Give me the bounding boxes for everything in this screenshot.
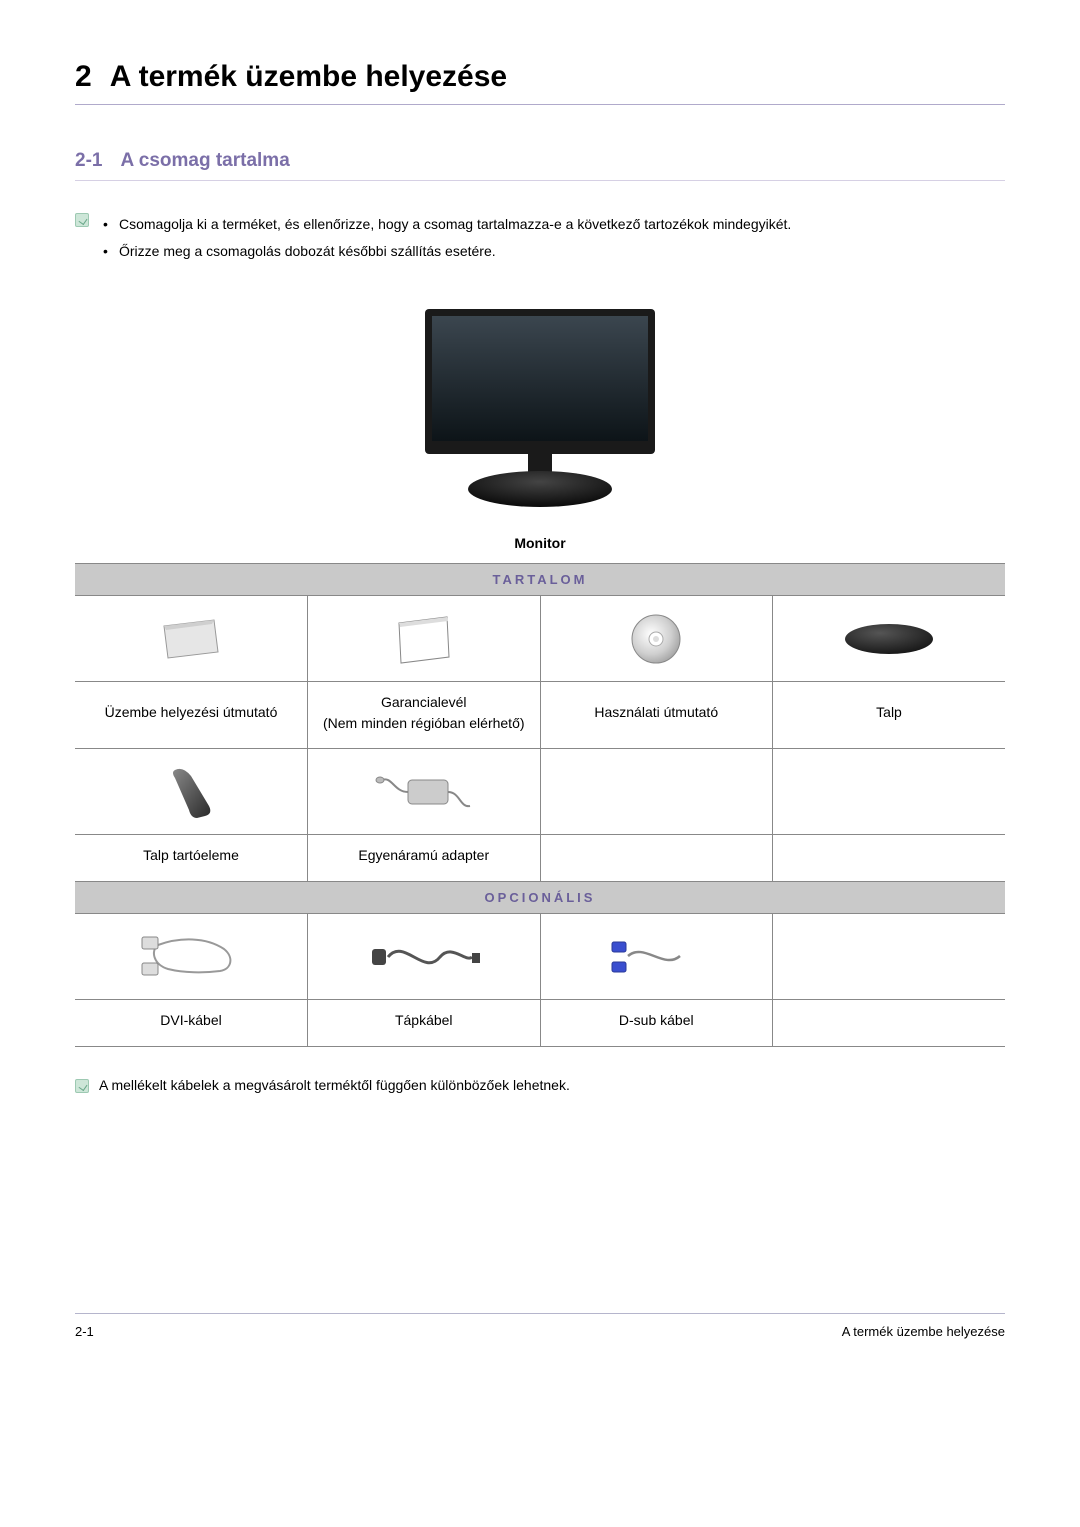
table-cell: [540, 596, 773, 682]
power-cable-icon: [364, 929, 484, 985]
note-item: Őrizze meg a csomagolás dobozát későbbi …: [99, 238, 791, 265]
table-cell: Talp: [773, 682, 1006, 749]
note-block-bottom: A mellékelt kábelek a megvásárolt termék…: [75, 1077, 1005, 1093]
item-label: Talp tartóeleme: [75, 835, 307, 881]
table-cell: Garancialevél (Nem minden régióban elérh…: [308, 682, 541, 749]
table-cell: [540, 835, 773, 882]
contents-table: TARTALOM: [75, 563, 1005, 1047]
section-title: 2-1 A csomag tartalma: [75, 150, 1005, 181]
cd-icon: [628, 611, 684, 667]
table-cell: [540, 914, 773, 1000]
item-label: DVI-kábel: [75, 1000, 307, 1046]
note-block-top: Csomagolja ki a terméket, és ellenőrizze…: [75, 211, 1005, 264]
table-header-contents: TARTALOM: [75, 564, 1005, 596]
table-cell: Használati útmutató: [540, 682, 773, 749]
monitor-figure: Monitor: [75, 304, 1005, 551]
item-label: Egyenáramú adapter: [308, 835, 540, 881]
table-cell: Talp tartóeleme: [75, 835, 308, 882]
section-text: A csomag tartalma: [120, 150, 289, 172]
section-number: 2-1: [75, 150, 102, 172]
item-label: [773, 1000, 1005, 1046]
table-cell: [75, 596, 308, 682]
table-cell: [540, 749, 773, 835]
dvi-cable-icon: [136, 929, 246, 985]
table-cell: Üzembe helyezési útmutató: [75, 682, 308, 749]
table-cell: D-sub kábel: [540, 1000, 773, 1047]
table-cell: Tápkábel: [308, 1000, 541, 1047]
dsub-cable-icon: [606, 932, 706, 982]
table-cell: [308, 914, 541, 1000]
monitor-illustration: [410, 304, 670, 514]
table-cell: [75, 914, 308, 1000]
table-cell: [773, 1000, 1006, 1047]
note-text-bottom: A mellékelt kábelek a megvásárolt termék…: [99, 1077, 570, 1093]
chapter-number: 2: [75, 60, 92, 94]
dc-adapter-icon: [374, 762, 474, 822]
item-label: [541, 835, 773, 881]
table-cell: Egyenáramú adapter: [308, 835, 541, 882]
chapter-text: A termék üzembe helyezése: [110, 60, 507, 94]
item-label: D-sub kábel: [541, 1000, 773, 1046]
page-footer: 2-1 A termék üzembe helyezése: [75, 1313, 1005, 1339]
note-item: Csomagolja ki a terméket, és ellenőrizze…: [99, 211, 791, 238]
item-label: Tápkábel: [308, 1000, 540, 1046]
stand-base-icon: [839, 617, 939, 661]
item-label: Üzembe helyezési útmutató: [75, 692, 307, 738]
table-cell: [773, 914, 1006, 1000]
warranty-card-icon: [393, 613, 455, 665]
table-cell: DVI-kábel: [75, 1000, 308, 1047]
table-cell: [773, 596, 1006, 682]
item-label: Garancialevél: [381, 694, 467, 710]
table-cell: [75, 749, 308, 835]
table-header-optional: OPCIONÁLIS: [75, 882, 1005, 914]
monitor-label: Monitor: [75, 535, 1005, 551]
item-label: [773, 835, 1005, 881]
item-label: Használati útmutató: [541, 692, 773, 738]
chapter-title: 2 A termék üzembe helyezése: [75, 60, 1005, 105]
table-cell: [773, 835, 1006, 882]
table-cell: [308, 596, 541, 682]
footer-left: 2-1: [75, 1324, 94, 1339]
quick-guide-icon: [156, 614, 226, 664]
note-icon: [75, 1079, 89, 1093]
table-cell: [308, 749, 541, 835]
item-sublabel: (Nem minden régióban elérhető): [323, 715, 525, 731]
table-cell: [773, 749, 1006, 835]
note-list: Csomagolja ki a terméket, és ellenőrizze…: [99, 211, 791, 264]
note-icon: [75, 213, 89, 227]
stand-connector-icon: [161, 762, 221, 822]
item-label: Talp: [773, 692, 1005, 738]
footer-right: A termék üzembe helyezése: [842, 1324, 1005, 1339]
